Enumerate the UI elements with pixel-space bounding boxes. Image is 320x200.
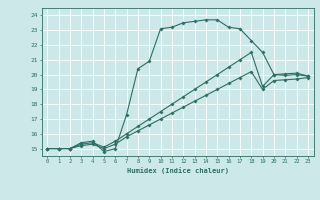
X-axis label: Humidex (Indice chaleur): Humidex (Indice chaleur) [127, 167, 228, 174]
